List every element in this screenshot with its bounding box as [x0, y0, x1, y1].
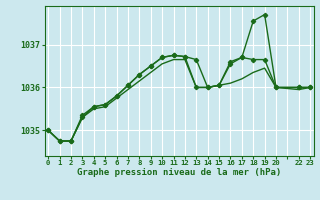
- X-axis label: Graphe pression niveau de la mer (hPa): Graphe pression niveau de la mer (hPa): [77, 168, 281, 177]
